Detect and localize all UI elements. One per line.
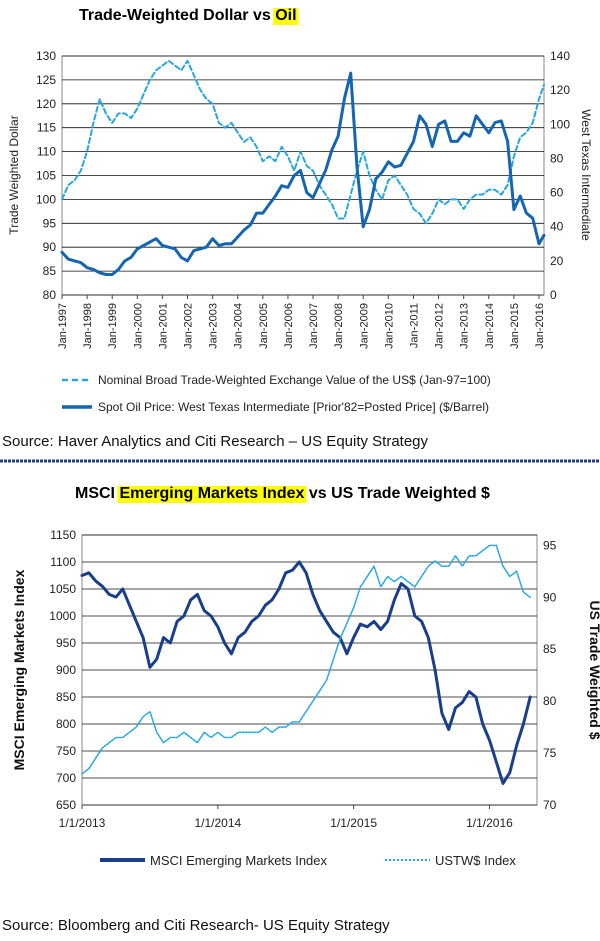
x-tick-label: Jan-2013 (459, 303, 471, 349)
x-tick-label: Jan-2014 (484, 303, 496, 349)
right-axis-label: US Trade Weighted $ (587, 601, 600, 740)
right-y-tick-label: 70 (543, 798, 557, 812)
series-lines (80, 544, 532, 785)
left-y-tick-label: 750 (56, 744, 76, 758)
x-tick-label: Jan-2006 (283, 303, 295, 349)
right-y-tick-label: 95 (543, 538, 557, 552)
x-tick-label: Jan-2005 (258, 303, 270, 349)
right-y-tick-label: 0 (550, 288, 557, 302)
title-part: Trade-Weighted Dollar vs (79, 7, 275, 24)
legend-label-oil: Spot Oil Price: West Texas Intermediate … (98, 400, 489, 414)
right-y-tick-label: 90 (543, 590, 557, 604)
x-tick-label: Jan-1999 (107, 303, 119, 349)
right-axis-label: West Texas Intermediate (579, 109, 593, 241)
left-axis-label: Trade Weighted Dollar (7, 115, 21, 234)
series-line-primary (80, 560, 532, 785)
right-y-tick-label: 80 (550, 151, 564, 165)
right-y-tick-label: 120 (550, 83, 570, 97)
left-y-tick-label: 105 (36, 169, 56, 183)
title-highlight-text: Oil (275, 7, 296, 24)
right-y-tick-label: 75 (543, 746, 557, 760)
left-y-tick-label: 80 (43, 288, 57, 302)
x-tick-label: Jan-2008 (333, 303, 345, 349)
chart-2-title: MSCI Emerging Markets Index vs US Trade … (75, 485, 490, 502)
right-y-tick-label: 140 (550, 49, 570, 63)
left-y-ticks: 80 85 90 95 100 105 110 115 120 125 130 (36, 49, 56, 302)
title-highlight-text: Emerging Markets Index (119, 485, 304, 502)
x-tick-label: Jan-2002 (183, 303, 195, 349)
chart-trade-weighted-dollar-vs-oil: Trade-Weighted Dollar vs Oil 80 85 90 95 100… (2, 7, 593, 450)
right-y-tick-label: 20 (550, 254, 564, 268)
chart-msci-em-vs-us-trade-weighted: MSCI Emerging Markets Index vs US Trade … (2, 485, 600, 934)
x-tick-label: Jan-2003 (208, 303, 220, 349)
left-y-tick-label: 950 (56, 636, 76, 650)
chart-1-title: Trade-Weighted Dollar vs Oil (79, 7, 297, 24)
series-line-secondary (81, 544, 532, 775)
x-tick-label: 1/1/2013 (59, 816, 106, 830)
x-tick-label: Jan-1998 (82, 303, 94, 349)
left-y-tick-label: 1000 (49, 609, 76, 623)
right-y-tick-label: 100 (550, 117, 570, 131)
left-y-tick-label: 90 (43, 240, 57, 254)
left-y-tick-label: 115 (37, 121, 56, 135)
left-y-tick-label: 95 (43, 216, 57, 230)
left-y-tick-label: 85 (43, 264, 57, 278)
x-tick-label: Jan-2012 (434, 303, 446, 349)
left-y-tick-label: 130 (36, 49, 56, 63)
right-y-tick-label: 85 (543, 642, 557, 656)
x-tick-label: Jan-2011 (408, 303, 420, 348)
x-tick-label: Jan-2009 (358, 303, 370, 349)
source-note-top: Source: Haver Analytics and Citi Researc… (2, 433, 429, 450)
legend-label-ustw: USTW$ Index (435, 853, 516, 868)
x-tick-label: 1/1/2015 (330, 816, 377, 830)
left-y-tick-label: 850 (56, 690, 76, 704)
series-line-secondary (60, 71, 546, 276)
left-y-tick-label: 125 (36, 73, 56, 87)
title-highlight-box (117, 486, 307, 503)
x-tick-label: 1/1/2014 (194, 816, 241, 830)
title-part: MSCI (75, 485, 119, 502)
x-tick-label: Jan-2001 (157, 303, 169, 349)
right-y-tick-label: 60 (550, 186, 564, 200)
left-y-tick-label: 100 (36, 192, 56, 206)
x-ticks: Jan-1997 Jan-1998 Jan-1999 Jan-2000 Jan-2001… (57, 295, 546, 349)
left-y-tick-label: 120 (36, 97, 56, 111)
x-tick-label: Jan-2000 (132, 303, 144, 349)
source-note-bottom: Source: Bloomberg and Citi Research- US … (2, 917, 390, 934)
x-tick-label: Jan-2007 (308, 303, 320, 349)
x-tick-label: Jan-2004 (233, 303, 245, 349)
x-tick-label: Jan-2015 (509, 303, 521, 349)
left-y-ticks: 650 700 750 800 850 900 950 1000 1050 1100 1150 (49, 528, 76, 812)
x-tick-label: Jan-1997 (57, 303, 69, 349)
right-y-tick-label: 40 (550, 220, 564, 234)
left-y-tick-label: 1050 (49, 582, 76, 596)
right-y-tick-label: 80 (543, 694, 557, 708)
left-y-tick-label: 700 (56, 771, 76, 785)
title-highlight-box (273, 8, 299, 25)
left-y-tick-label: 1150 (50, 528, 76, 542)
title-part: vs US Trade Weighted $ (304, 485, 490, 502)
series-line-primary (61, 59, 545, 225)
x-tick-label: 1/1/2016 (466, 816, 513, 830)
left-y-tick-label: 650 (56, 798, 76, 812)
x-tick-label: Jan-2016 (534, 303, 546, 349)
right-y-ticks: 70 75 80 85 90 95 (543, 538, 557, 812)
gridlines (82, 534, 537, 806)
legend-label-dollar: Nominal Broad Trade-Weighted Exchange Va… (98, 373, 491, 387)
right-y-ticks: 0 20 40 60 80 100 120 140 (550, 49, 570, 302)
left-y-tick-label: 110 (37, 145, 56, 159)
legend-label-msci: MSCI Emerging Markets Index (150, 853, 328, 868)
left-y-tick-label: 1100 (50, 555, 76, 569)
series-lines (60, 59, 546, 276)
left-axis-label: MSCI Emerging Markets Index (11, 569, 27, 770)
x-ticks: 1/1/2013 1/1/2014 1/1/2015 1/1/2016 (59, 805, 513, 830)
left-y-tick-label: 900 (56, 663, 76, 677)
left-y-tick-label: 800 (56, 717, 76, 731)
x-tick-label: Jan-2010 (383, 303, 395, 349)
